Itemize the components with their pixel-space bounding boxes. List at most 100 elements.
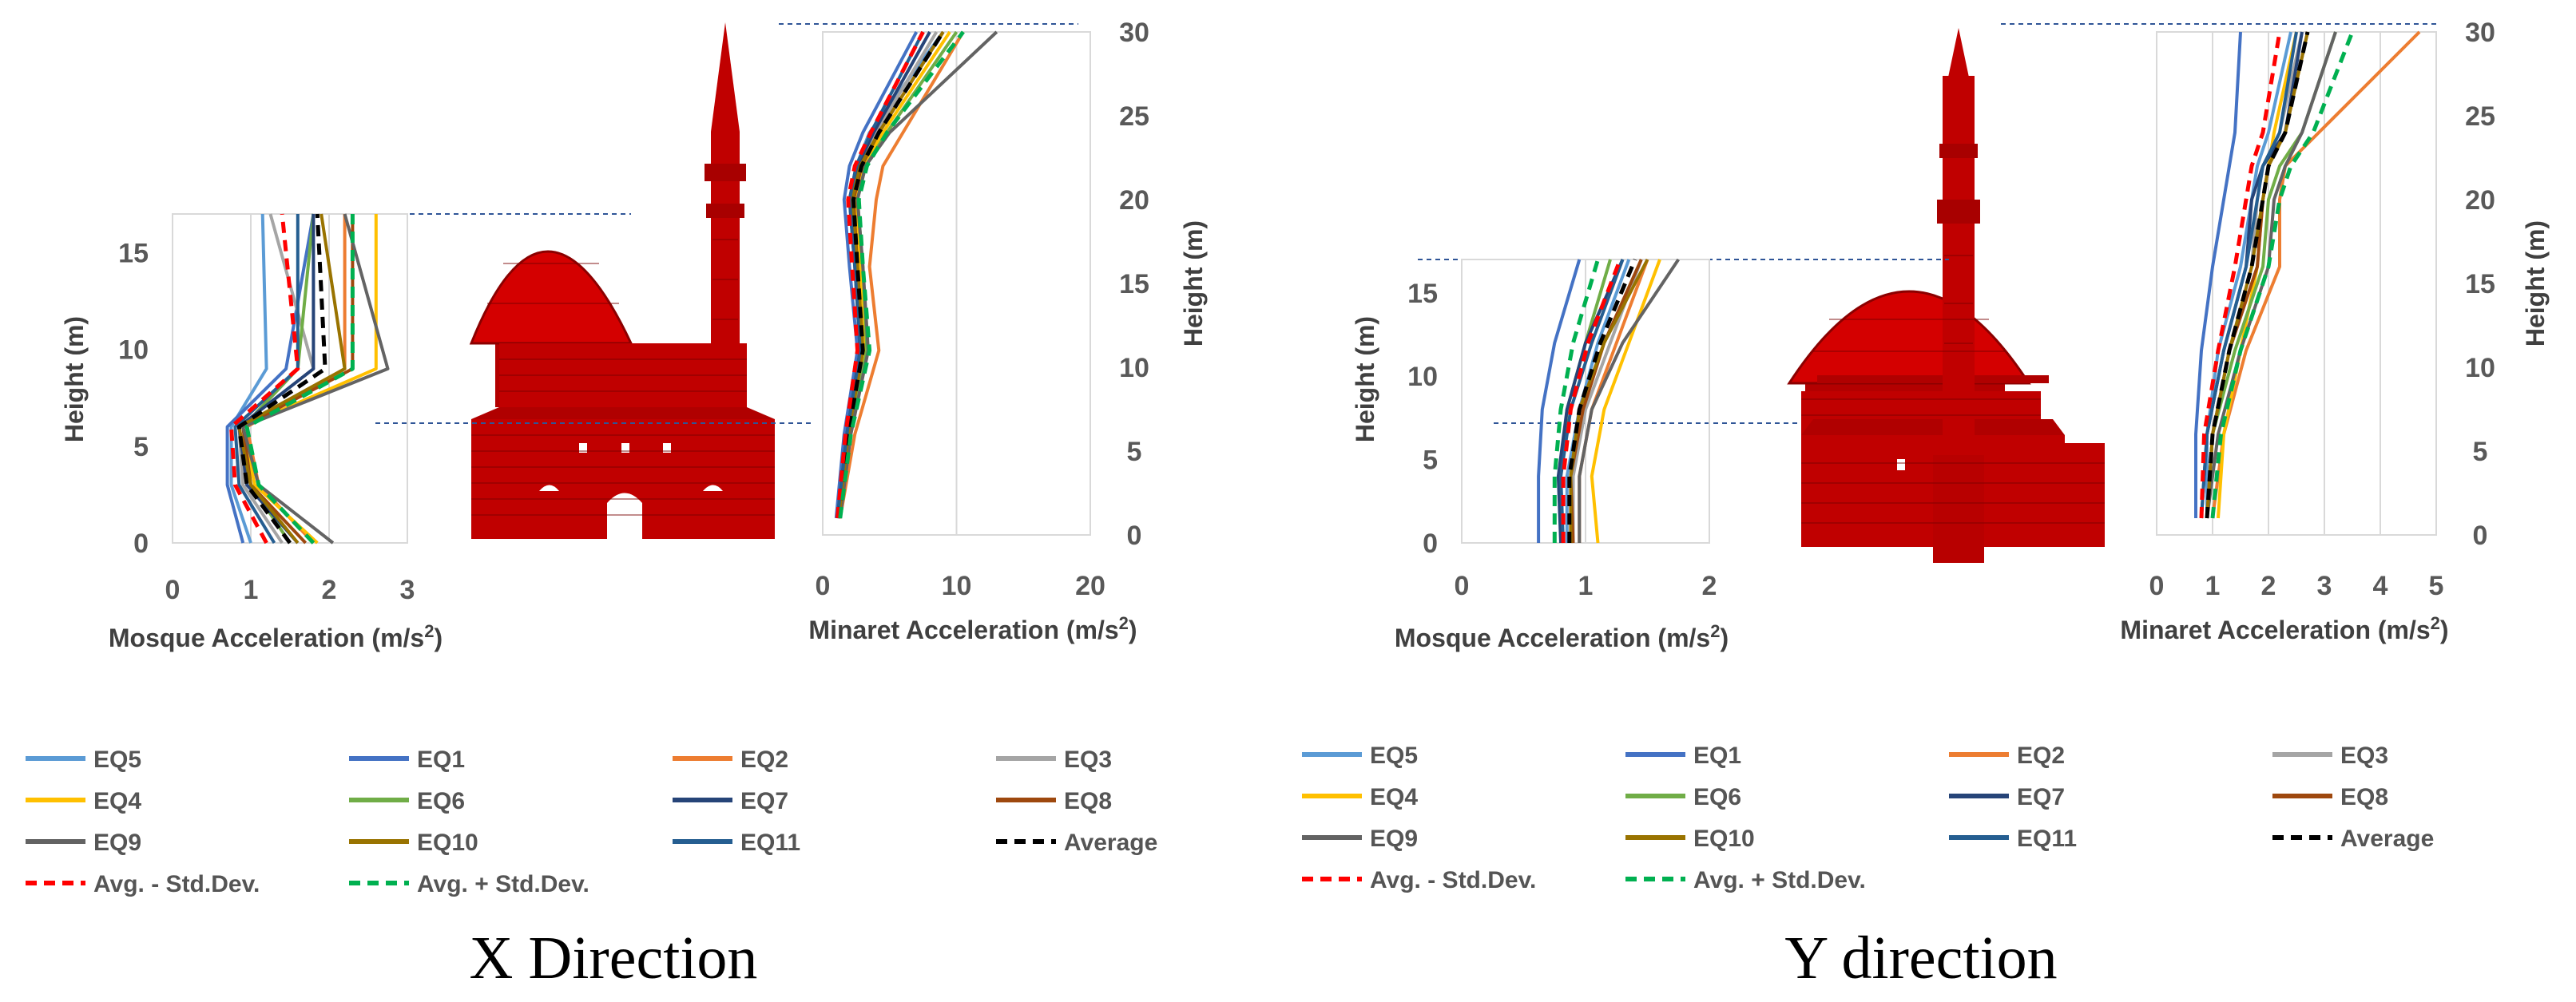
y-tick-label: 15 [1407, 279, 1438, 309]
legend-label: EQ6 [1693, 784, 1741, 810]
series-line-eq3 [1571, 259, 1643, 543]
legend-item-average: Average [996, 830, 1157, 856]
x-axis-label: Minaret Acceleration (m/s2) [2120, 613, 2448, 644]
x-axis-label-sup: 2 [1710, 621, 1720, 641]
series-line-average [836, 30, 945, 519]
series-line-eq4 [1590, 259, 1661, 544]
x-tick-label: 10 [942, 571, 972, 601]
y-tick-label: 5 [1127, 437, 1142, 467]
legend-item-eq9: EQ9 [1302, 826, 1418, 852]
legend-label: EQ10 [417, 830, 478, 856]
legend-label: EQ11 [740, 830, 800, 856]
x-tick-label: 0 [816, 571, 831, 601]
legend-label: EQ5 [93, 747, 141, 773]
legend-label: EQ1 [1693, 743, 1741, 769]
x-axis-label-end: ) [1720, 624, 1729, 652]
legend-item-eq8: EQ8 [2272, 784, 2388, 810]
x-axis-label-sup: 2 [2431, 613, 2440, 633]
y-tick-label: 5 [2473, 437, 2488, 467]
legend-item-eq3: EQ3 [2272, 743, 2388, 769]
x-tick-label: 0 [1455, 571, 1470, 601]
series-line-eq11 [233, 214, 300, 545]
series-line-avg-std-dev- [1552, 259, 1600, 543]
series-line-eq5 [229, 213, 268, 544]
legend-item-eq4: EQ4 [1302, 784, 1418, 810]
y-tick-label: 25 [2465, 101, 2495, 132]
legend-item-eq1: EQ1 [1625, 743, 1741, 769]
x-tick-label: 0 [165, 575, 181, 605]
legend-label: EQ4 [93, 788, 141, 814]
x-axis-label-end: ) [1129, 616, 1137, 644]
plot-area [2156, 31, 2437, 536]
legend-label: Avg. - Std.Dev. [1370, 867, 1536, 893]
x-tick-label: 4 [2373, 571, 2388, 601]
y-tick-label: 0 [1423, 529, 1438, 559]
y-axis-label: Height (m) [1351, 316, 1379, 442]
x-tick-label: 2 [2261, 571, 2276, 601]
series-line-average [2205, 31, 2310, 519]
legend-item-eq4: EQ4 [26, 788, 141, 814]
legend-item-avg-std-dev-: Avg. - Std.Dev. [1302, 867, 1536, 893]
y-tick-label: 10 [2465, 353, 2495, 383]
series-line-eq1 [2194, 31, 2242, 518]
y-tick-label: 10 [1119, 353, 1149, 383]
legend-item-eq1: EQ1 [349, 747, 465, 773]
series-line-avg-std-dev- [1561, 259, 1622, 543]
y-axis-label: Height (m) [60, 316, 89, 442]
series-line-eq2 [838, 30, 965, 519]
plot-area [1461, 259, 1710, 544]
x-building-model [469, 22, 775, 539]
series-line-eq1 [225, 213, 316, 544]
series-line-avg-std-dev- [835, 30, 925, 519]
series-line-eq6 [2205, 31, 2337, 519]
y-tick-label: 5 [133, 432, 149, 462]
legend-x-direction: EQ5 EQ1 EQ2 EQ3 EQ4 EQ6 EQ7 EQ8 EQ9 EQ10 EQ11 Avera… [26, 747, 1157, 897]
legend-item-eq11: EQ11 [673, 830, 800, 856]
legend-item-avg-std-dev-: Avg. + Std.Dev. [1625, 867, 1866, 893]
series-line-avg-std-dev- [2199, 31, 2282, 519]
x-axis-label-text: Mosque Acceleration (m/s [1395, 624, 1710, 652]
y-tick-label: 30 [1119, 18, 1149, 48]
series-line-eq10 [1569, 259, 1649, 543]
x-axis-label-end: ) [2440, 616, 2449, 644]
legend-item-eq5: EQ5 [1302, 743, 1418, 769]
legend-label: Avg. + Std.Dev. [1693, 867, 1866, 893]
legend-label: Avg. + Std.Dev. [417, 871, 589, 897]
legend-item-eq5: EQ5 [26, 747, 141, 773]
y-tick-label: 25 [1119, 101, 1149, 132]
legend-label: Average [1064, 830, 1157, 856]
legend-label: EQ4 [1370, 784, 1418, 810]
x-tick-label: 3 [400, 575, 415, 605]
legend-item-eq6: EQ6 [349, 788, 465, 814]
legend-item-avg-std-dev-: Avg. - Std.Dev. [26, 871, 260, 897]
x-tick-label: 1 [2205, 571, 2221, 601]
legend-label: Average [2340, 826, 2434, 852]
y-tick-label: 20 [1119, 185, 1149, 216]
x-axis-label-sup: 2 [424, 621, 434, 641]
series-line-eq7 [1556, 259, 1625, 544]
x-axis-label-end: ) [434, 624, 443, 652]
x-axis-label: Mosque Acceleration (m/s2) [1395, 621, 1729, 652]
y-tick-label: 15 [1119, 269, 1149, 299]
legend-label: EQ6 [417, 788, 465, 814]
legend-label: EQ8 [2340, 784, 2388, 810]
legend-label: EQ8 [1064, 788, 1112, 814]
series-line-avg-std-dev- [2210, 31, 2355, 519]
y-tick-label: 20 [2465, 185, 2495, 216]
legend-item-eq3: EQ3 [996, 747, 1112, 773]
legend-label: EQ10 [1693, 826, 1755, 852]
x-tick-label: 2 [322, 575, 337, 605]
x-tick-label: 1 [1578, 571, 1594, 601]
legend-label: EQ7 [2017, 784, 2065, 810]
legend-label: EQ3 [2340, 743, 2388, 769]
y-tick-label: 10 [118, 335, 149, 366]
x-tick-label: 5 [2429, 571, 2444, 601]
legend-label: EQ9 [1370, 826, 1418, 852]
legend-item-eq9: EQ9 [26, 830, 141, 856]
y-building-model [1787, 28, 2105, 563]
legend-label: EQ5 [1370, 743, 1418, 769]
series-line-average [1567, 259, 1637, 543]
legend-label: EQ1 [417, 747, 465, 773]
